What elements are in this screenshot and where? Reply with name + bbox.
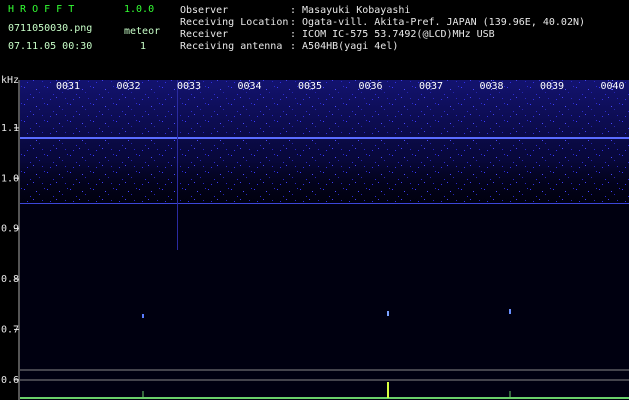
meteor-label: meteor bbox=[124, 26, 160, 37]
info-label: Receiving antenna bbox=[180, 41, 282, 52]
x-tick-label: 0038 bbox=[479, 81, 503, 92]
x-tick-label: 0034 bbox=[237, 81, 261, 92]
info-value: : A504HB(yagi 4el) bbox=[290, 41, 398, 52]
noise-dots bbox=[20, 80, 629, 205]
x-tick-label: 0032 bbox=[116, 81, 140, 92]
app-name: H R O F F T bbox=[8, 4, 74, 15]
x-tick-label: 0033 bbox=[177, 81, 201, 92]
carrier-line bbox=[20, 137, 629, 139]
file-name: 0711050030.png bbox=[8, 23, 92, 34]
datetime: 07.11.05 00:30 bbox=[8, 41, 92, 52]
info-label: Receiver bbox=[180, 29, 228, 40]
x-tick-label: 0035 bbox=[298, 81, 322, 92]
streak bbox=[177, 80, 178, 250]
x-tick-label: 0040 bbox=[600, 81, 624, 92]
info-value: : Masayuki Kobayashi bbox=[290, 5, 410, 16]
y-tick-label: 1.1 bbox=[1, 123, 19, 134]
x-tick-label: 0037 bbox=[419, 81, 443, 92]
echo bbox=[142, 314, 144, 318]
info-label: Observer bbox=[180, 5, 228, 16]
y-tick-label: 0.9 bbox=[1, 224, 19, 235]
info-value: : Ogata-vill. Akita-Pref. JAPAN (139.96E… bbox=[290, 17, 585, 28]
meteor-count: 1 bbox=[140, 41, 146, 52]
y-tick-label: 0.6 bbox=[1, 375, 19, 386]
echo bbox=[509, 309, 511, 314]
x-tick-label: 0031 bbox=[56, 81, 80, 92]
y-axis-label: kHz bbox=[1, 75, 19, 86]
y-tick-label: 1.0 bbox=[1, 173, 19, 184]
band-edge-line bbox=[20, 203, 629, 204]
y-tick-label: 0.8 bbox=[1, 274, 19, 285]
info-label: Receiving Location bbox=[180, 17, 288, 28]
version: 1.0.0 bbox=[124, 4, 154, 15]
info-value: : ICOM IC-575 53.7492(@LCD)MHz USB bbox=[290, 29, 495, 40]
x-tick-label: 0039 bbox=[540, 81, 564, 92]
x-tick-label: 0036 bbox=[358, 81, 382, 92]
y-tick-label: 0.7 bbox=[1, 324, 19, 335]
echo bbox=[387, 311, 389, 316]
